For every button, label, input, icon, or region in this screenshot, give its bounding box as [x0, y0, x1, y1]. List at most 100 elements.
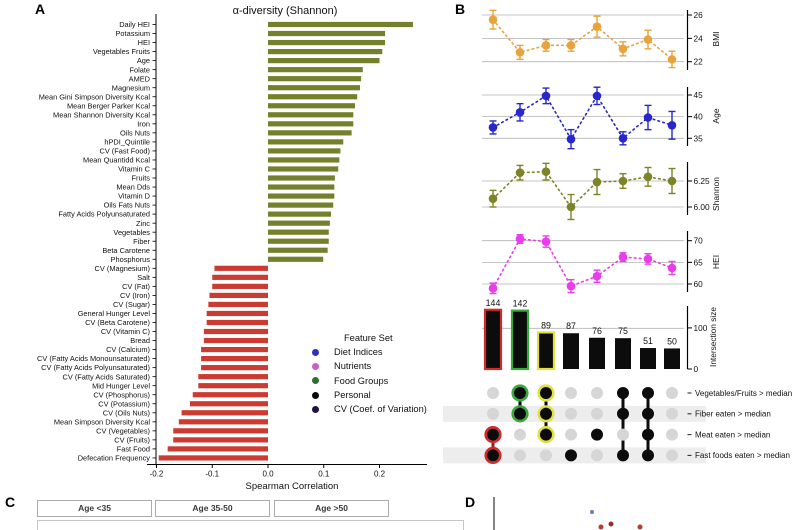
correlation-bar — [268, 211, 331, 217]
data-point — [618, 252, 628, 262]
matrix-dot — [591, 407, 603, 420]
feature-label: Fast Food — [117, 445, 150, 454]
y-tick-label: 45 — [694, 90, 704, 100]
feature-label: AMED — [129, 74, 150, 83]
matrix-dot — [666, 428, 678, 441]
intersection-bar — [640, 348, 656, 369]
correlation-bar — [268, 21, 413, 28]
correlation-bar — [208, 301, 268, 308]
feature-label: CV (Phosphorus) — [93, 390, 150, 399]
matrix-highlight-ring — [511, 384, 529, 402]
correlation-bar — [178, 419, 268, 425]
correlation-bar — [268, 247, 328, 253]
subplot-ylabel: HEI — [711, 255, 721, 269]
y-tick-label: 70 — [694, 236, 704, 246]
matrix-dot — [666, 449, 678, 462]
x-tick-label: -0.1 — [205, 470, 219, 479]
data-point — [566, 41, 576, 50]
feature-label: Mean Berger Parker Kcal — [67, 101, 150, 110]
correlation-bar — [268, 229, 329, 235]
matrix-row-label: Fast foods eaten > median — [695, 451, 790, 460]
intersection-bar — [536, 331, 556, 371]
intersection-value-label: 75 — [618, 326, 628, 336]
correlation-bar — [198, 383, 268, 389]
feature-label: Fruits — [132, 174, 151, 183]
subplot-ylabel: BMI — [711, 31, 721, 46]
facet-header-age-group: Age <35 — [37, 500, 152, 517]
correlation-bar — [173, 437, 268, 443]
data-point — [592, 271, 602, 281]
data-point — [566, 281, 576, 291]
legend-dot-icon — [312, 348, 319, 356]
y-tick-label: 0 — [694, 364, 699, 374]
feature-label: hPDI_Quintile — [104, 137, 150, 146]
y-tick-label: 6.00 — [694, 202, 711, 212]
correlation-bar — [268, 175, 335, 181]
facet-panel-body — [37, 520, 464, 530]
matrix-dot — [514, 387, 526, 399]
correlation-bar — [268, 121, 354, 127]
y-tick-label: 26 — [694, 10, 704, 20]
feature-label: Mean Shannon Diversity Kcal — [53, 110, 150, 119]
data-point — [592, 177, 602, 187]
scatter-point — [598, 524, 604, 530]
correlation-bar — [268, 39, 386, 46]
correlation-bar — [203, 337, 268, 344]
correlation-bar — [268, 202, 334, 208]
correlation-bar — [181, 410, 268, 416]
feature-label: Vitamin C — [118, 165, 151, 174]
matrix-dot — [540, 387, 552, 399]
matrix-dot — [617, 449, 629, 462]
legend-dot-icon — [312, 377, 319, 385]
feature-label: Beta Carotene — [102, 246, 150, 255]
matrix-row-label: Vegetables/Fruits > median — [695, 389, 792, 398]
data-point — [618, 176, 628, 186]
correlation-bar — [214, 265, 268, 271]
data-point — [566, 202, 576, 212]
panel-d-scatter — [493, 497, 643, 530]
feature-label: Mean Gini Simpson Diversity Kcal — [39, 92, 151, 101]
panel-c-letter: C — [5, 494, 16, 510]
y-tick-label: 40 — [694, 112, 704, 122]
intersection-value-label: 76 — [592, 326, 602, 336]
matrix-dot — [617, 407, 629, 420]
y-tick-label: 6.25 — [694, 176, 711, 186]
matrix-row-label: Meat eaten > median — [695, 430, 770, 439]
correlation-bar — [268, 148, 341, 154]
panel-d-letter: D — [465, 494, 476, 510]
feature-label: Mean Quantidd Kcal — [83, 156, 150, 165]
matrix-dot — [540, 407, 552, 420]
data-point — [592, 91, 602, 101]
intersection-bar — [510, 309, 530, 371]
y-tick-label: 24 — [694, 33, 704, 43]
facet-header-age-group: Age 35-50 — [155, 500, 270, 517]
correlation-bar — [206, 319, 268, 326]
feature-label: Mean Dds — [116, 183, 150, 192]
matrix-highlight-ring — [484, 426, 502, 444]
matrix-dot — [642, 449, 654, 462]
matrix-dot — [591, 449, 603, 462]
feature-label: CV (Fruits) — [114, 435, 150, 444]
data-point — [541, 237, 551, 246]
data-point — [643, 35, 653, 44]
legend-item-label: CV (Coef. of Variation) — [334, 404, 427, 415]
data-point — [667, 121, 677, 130]
feature-label: CV (Fast Food) — [99, 147, 150, 156]
data-point — [643, 113, 653, 122]
correlation-bar — [198, 374, 268, 380]
feature-label: Fiber — [133, 237, 150, 246]
subplot-ylabel: Shannon — [711, 177, 721, 211]
scatter-point — [637, 524, 643, 530]
legend-title: Feature Set — [344, 333, 393, 343]
feature-label: Iron — [137, 119, 150, 128]
matrix-highlight-ring — [484, 446, 502, 465]
correlation-bar — [209, 292, 268, 298]
panel-a-letter: A — [35, 1, 46, 17]
feature-label: CV (Vegetables) — [96, 426, 150, 435]
correlation-bar — [201, 346, 268, 353]
data-point — [488, 15, 498, 24]
data-point — [488, 284, 498, 293]
feature-label: HEI — [138, 38, 150, 47]
feature-label: Fatty Acids Polyunsaturated — [58, 210, 150, 219]
